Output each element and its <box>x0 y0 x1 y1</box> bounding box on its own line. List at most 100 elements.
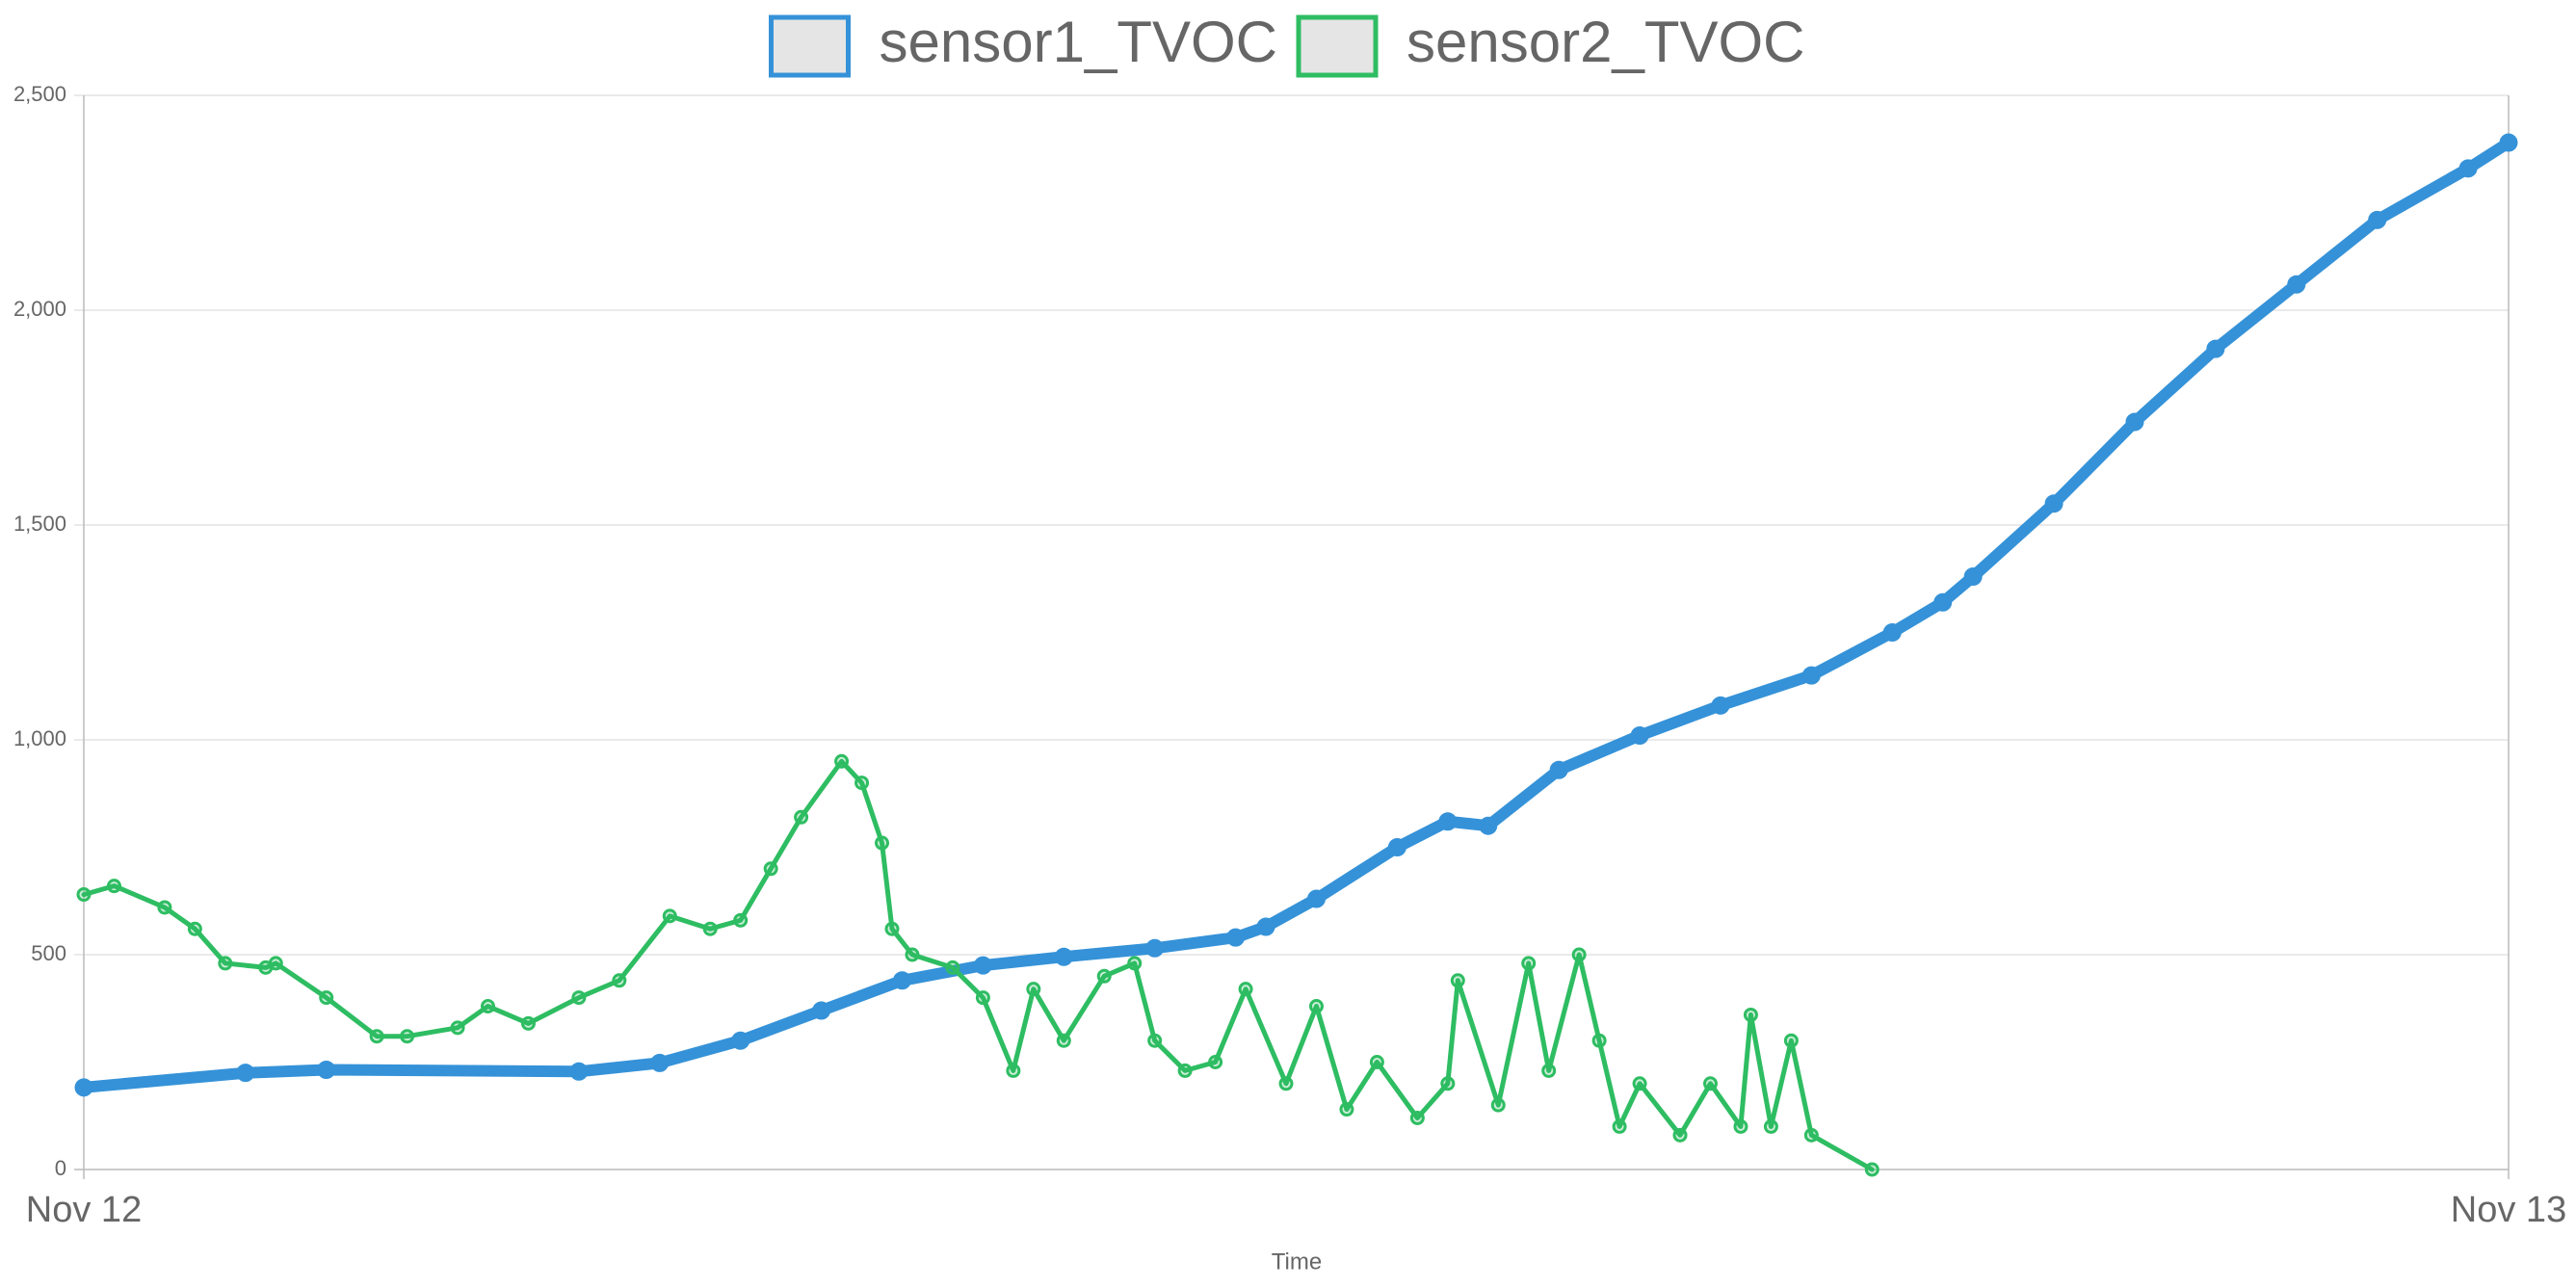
data-point <box>2368 210 2387 229</box>
data-point <box>157 900 172 915</box>
data-point <box>2458 159 2478 178</box>
data-point <box>1006 1063 1021 1078</box>
data-point <box>1549 760 1568 779</box>
data-point <box>763 861 778 877</box>
data-point <box>1882 623 1902 642</box>
data-point <box>1339 1102 1354 1117</box>
data-point <box>612 973 627 988</box>
data-point <box>319 990 334 1006</box>
data-point <box>1256 917 1275 936</box>
series-line <box>81 758 1875 1172</box>
data-point <box>1226 928 1246 947</box>
x-tick-label: Nov 13 <box>2451 1190 2566 1230</box>
data-point <box>1145 938 1165 958</box>
data-point <box>1369 1055 1384 1069</box>
data-point <box>702 921 718 936</box>
data-point <box>1763 1118 1778 1134</box>
data-point <box>973 956 992 975</box>
data-point <box>1177 1063 1193 1078</box>
data-point <box>268 956 283 971</box>
data-point <box>2206 339 2225 358</box>
data-point <box>1308 999 1324 1014</box>
data-point <box>905 947 920 962</box>
x-tick-label: Nov 12 <box>26 1190 142 1230</box>
data-point <box>1450 973 1465 988</box>
data-point <box>1864 1162 1879 1177</box>
data-point <box>1672 1127 1688 1143</box>
x-axis-label: Time <box>1272 1249 1322 1275</box>
data-point <box>1147 1033 1163 1048</box>
data-point <box>2044 494 2063 513</box>
data-point <box>884 921 900 936</box>
data-point <box>1096 968 1112 984</box>
data-point <box>1612 1118 1627 1134</box>
legend-swatch <box>769 14 851 78</box>
data-point <box>74 1078 93 1097</box>
data-point <box>1521 956 1537 971</box>
data-point <box>571 990 587 1006</box>
data-point <box>1801 666 1821 685</box>
data-point <box>1278 1076 1294 1091</box>
data-point <box>834 753 850 769</box>
y-tick-label: 1,500 <box>13 512 66 536</box>
data-point <box>1208 1055 1223 1069</box>
legend-label: sensor2_TVOC <box>1406 10 1805 74</box>
data-point <box>650 1053 670 1072</box>
data-point <box>2287 275 2306 294</box>
data-point <box>1056 1033 1071 1048</box>
legend: sensor1_TVOC sensor2_TVOC <box>769 10 1805 78</box>
data-point <box>1702 1076 1718 1091</box>
data-point <box>1711 696 1730 715</box>
data-point <box>1054 947 1073 966</box>
data-point <box>481 999 495 1014</box>
data-point <box>662 908 677 924</box>
data-point <box>187 921 202 936</box>
data-point <box>1571 947 1587 962</box>
data-point <box>1479 816 1498 835</box>
data-point <box>1541 1063 1557 1078</box>
data-point <box>733 912 749 928</box>
data-point <box>2499 133 2518 152</box>
y-tick-label: 2,500 <box>13 82 66 106</box>
data-point <box>1803 1127 1819 1143</box>
legend-swatch <box>1296 14 1379 78</box>
y-tick-label: 0 <box>55 1156 66 1180</box>
data-point <box>1026 982 1041 997</box>
data-point <box>1127 956 1143 971</box>
data-point <box>1733 1118 1748 1134</box>
data-point <box>1743 1007 1758 1022</box>
data-point <box>1490 1097 1506 1113</box>
data-point <box>794 809 809 825</box>
data-point <box>854 775 870 791</box>
data-point <box>875 835 890 851</box>
data-point <box>975 990 990 1006</box>
data-point <box>1591 1033 1607 1048</box>
data-point <box>1238 982 1253 997</box>
data-point <box>1409 1110 1425 1125</box>
data-point <box>1438 812 1458 831</box>
y-tick-label: 500 <box>31 941 66 965</box>
data-point <box>317 1061 336 1080</box>
data-point <box>450 1020 465 1036</box>
data-point <box>945 959 960 975</box>
y-tick-label: 1,000 <box>13 726 66 750</box>
data-point <box>76 887 92 903</box>
data-point <box>369 1029 384 1044</box>
data-point <box>1387 838 1406 856</box>
data-point <box>218 956 233 971</box>
data-point <box>1963 567 1983 587</box>
data-point <box>569 1062 589 1081</box>
y-tick-label: 2,000 <box>13 297 66 321</box>
data-point <box>1632 1076 1647 1091</box>
legend-label: sensor1_TVOC <box>880 10 1278 74</box>
series-line <box>78 137 2514 1093</box>
data-point <box>1440 1076 1456 1091</box>
data-point <box>236 1064 255 1083</box>
data-point <box>106 879 121 894</box>
data-point <box>400 1029 415 1044</box>
data-point <box>1933 592 1953 612</box>
data-point <box>1630 726 1649 746</box>
data-point <box>2125 412 2144 432</box>
